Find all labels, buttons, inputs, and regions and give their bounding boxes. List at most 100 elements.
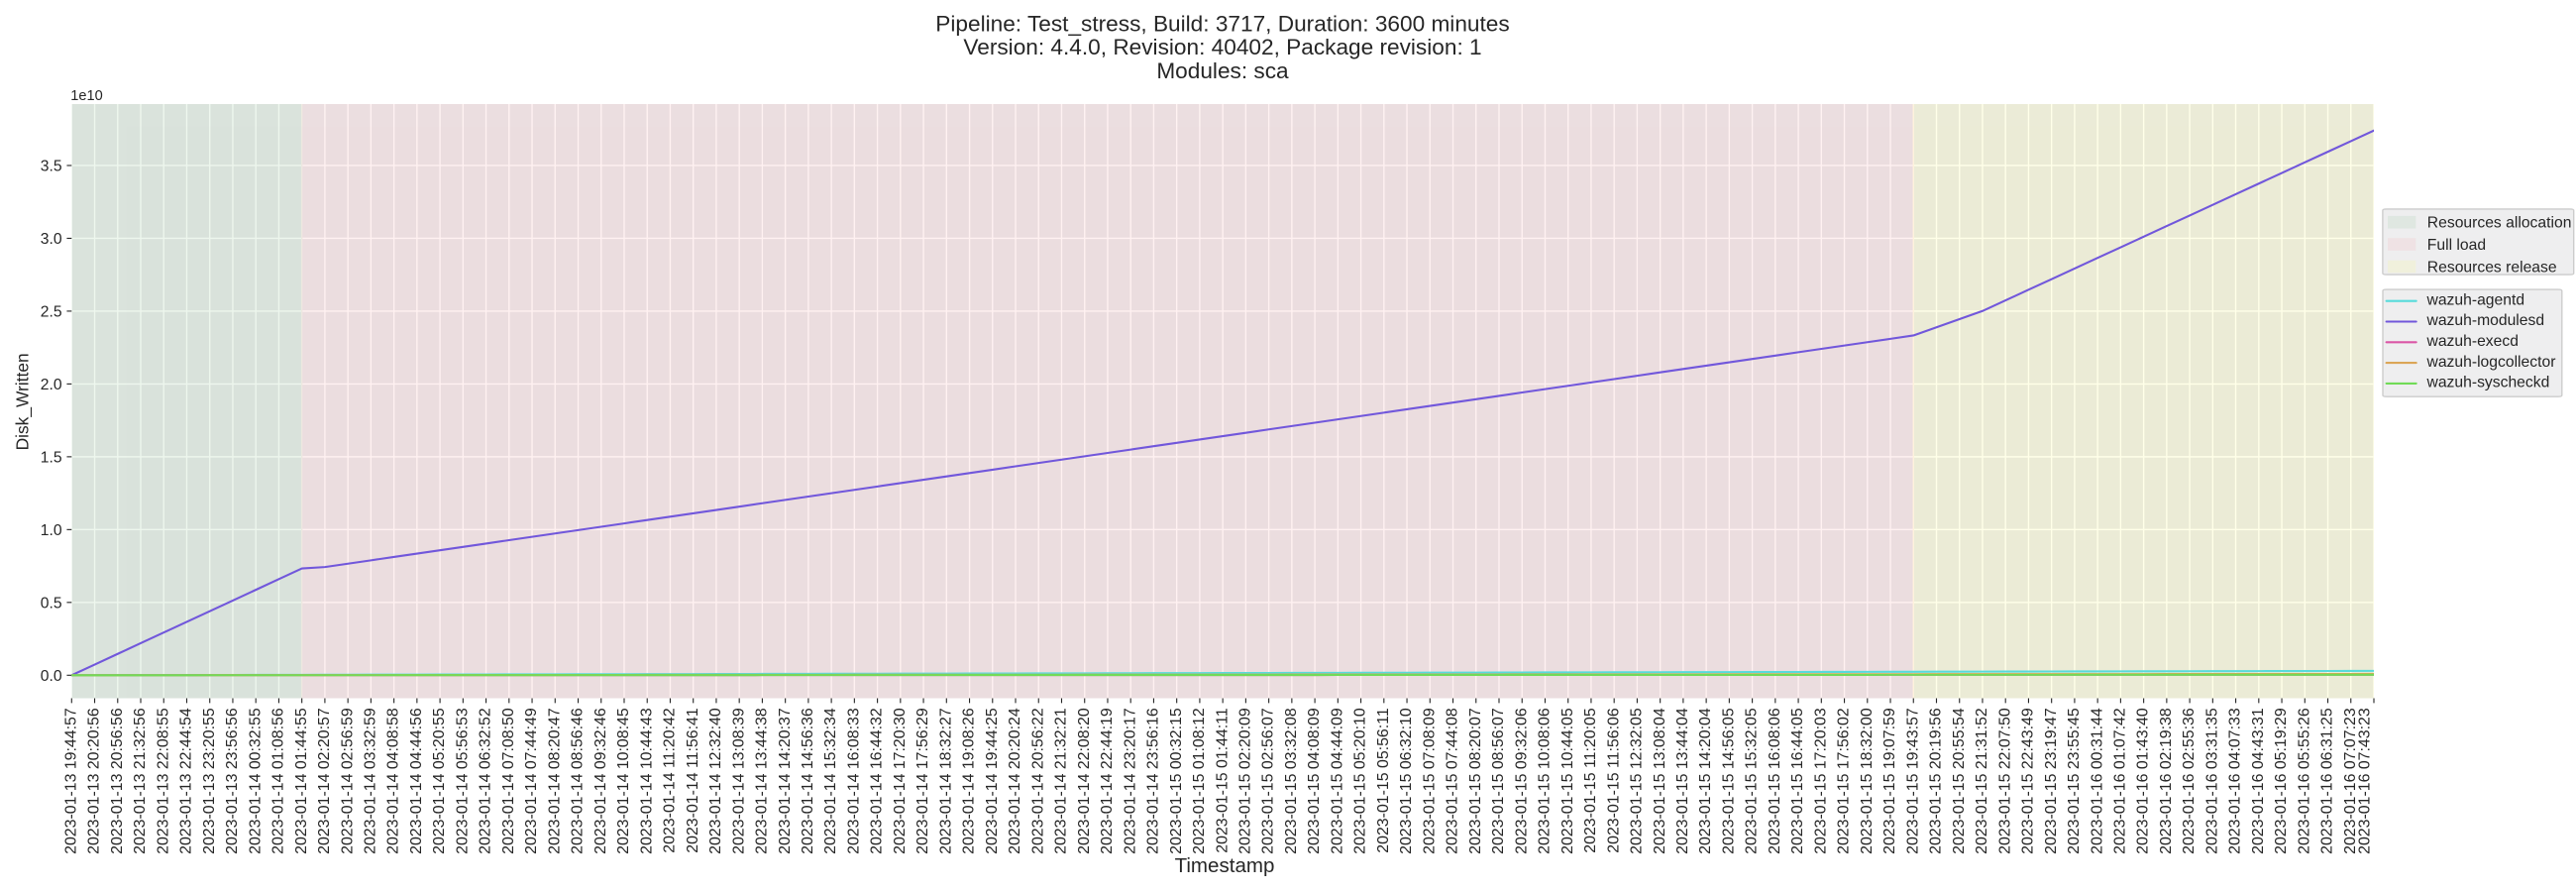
svg-text:2023-01-14 01:08:56: 2023-01-14 01:08:56 <box>270 708 287 854</box>
svg-text:2023-01-14 04:44:56: 2023-01-14 04:44:56 <box>408 708 425 854</box>
svg-text:2023-01-15 20:55:54: 2023-01-15 20:55:54 <box>1951 708 1968 854</box>
svg-text:2023-01-14 16:44:32: 2023-01-14 16:44:32 <box>869 708 886 854</box>
svg-text:2023-01-14 07:08:50: 2023-01-14 07:08:50 <box>500 708 517 854</box>
svg-text:2023-01-16 04:43:31: 2023-01-16 04:43:31 <box>2250 708 2267 854</box>
svg-text:2023-01-14 06:32:52: 2023-01-14 06:32:52 <box>478 708 494 854</box>
svg-text:wazuh-execd: wazuh-execd <box>2426 333 2519 350</box>
svg-text:2023-01-15 23:55:45: 2023-01-15 23:55:45 <box>2066 708 2083 854</box>
svg-text:2023-01-16 06:31:25: 2023-01-16 06:31:25 <box>2319 708 2336 854</box>
svg-text:1.0: 1.0 <box>41 522 62 539</box>
svg-text:2023-01-13 20:20:56: 2023-01-13 20:20:56 <box>86 708 103 854</box>
svg-text:2023-01-14 11:20:42: 2023-01-14 11:20:42 <box>662 708 679 853</box>
svg-text:2023-01-14 00:32:55: 2023-01-14 00:32:55 <box>247 708 264 854</box>
svg-text:2023-01-15 01:08:12: 2023-01-15 01:08:12 <box>1191 708 1208 854</box>
svg-text:2023-01-15 19:07:59: 2023-01-15 19:07:59 <box>1881 708 1898 854</box>
svg-text:Modules: sca: Modules: sca <box>1156 58 1289 83</box>
svg-text:Disk_Written: Disk_Written <box>13 353 33 450</box>
svg-text:Resources release: Resources release <box>2427 259 2557 276</box>
svg-text:2023-01-13 23:56:56: 2023-01-13 23:56:56 <box>224 708 241 854</box>
svg-text:2023-01-15 13:44:04: 2023-01-15 13:44:04 <box>1674 708 1691 854</box>
svg-text:0.0: 0.0 <box>41 668 62 685</box>
svg-text:2023-01-13 23:20:55: 2023-01-13 23:20:55 <box>201 708 218 854</box>
svg-text:2023-01-13 21:32:56: 2023-01-13 21:32:56 <box>132 708 149 854</box>
svg-text:Resources allocation: Resources allocation <box>2427 214 2572 231</box>
svg-text:2023-01-14 09:32:46: 2023-01-14 09:32:46 <box>592 708 609 854</box>
svg-text:2023-01-14 02:56:59: 2023-01-14 02:56:59 <box>339 708 356 854</box>
svg-text:2023-01-15 00:32:15: 2023-01-15 00:32:15 <box>1168 708 1185 854</box>
svg-text:2023-01-15 07:08:09: 2023-01-15 07:08:09 <box>1421 708 1438 854</box>
svg-text:2023-01-15 03:32:08: 2023-01-15 03:32:08 <box>1283 708 1300 854</box>
svg-text:2023-01-16 04:07:33: 2023-01-16 04:07:33 <box>2227 708 2244 854</box>
svg-text:2023-01-14 22:44:19: 2023-01-14 22:44:19 <box>1099 708 1116 854</box>
svg-text:2023-01-14 17:56:29: 2023-01-14 17:56:29 <box>914 708 931 854</box>
svg-text:2023-01-15 04:44:09: 2023-01-15 04:44:09 <box>1329 708 1345 854</box>
svg-text:2023-01-14 22:08:20: 2023-01-14 22:08:20 <box>1076 708 1093 854</box>
svg-text:2023-01-14 03:32:59: 2023-01-14 03:32:59 <box>362 708 378 854</box>
svg-text:2023-01-14 07:44:49: 2023-01-14 07:44:49 <box>523 708 540 854</box>
svg-text:2023-01-14 08:20:47: 2023-01-14 08:20:47 <box>546 708 563 854</box>
svg-text:2023-01-14 16:08:33: 2023-01-14 16:08:33 <box>845 708 862 854</box>
svg-text:1e10: 1e10 <box>70 88 102 104</box>
svg-text:2023-01-14 08:56:46: 2023-01-14 08:56:46 <box>570 708 587 854</box>
svg-text:2023-01-14 05:56:53: 2023-01-14 05:56:53 <box>454 708 471 854</box>
svg-text:2023-01-15 20:19:56: 2023-01-15 20:19:56 <box>1928 708 1945 854</box>
svg-text:2023-01-14 12:32:40: 2023-01-14 12:32:40 <box>707 708 724 854</box>
svg-text:2023-01-15 02:20:09: 2023-01-15 02:20:09 <box>1236 708 1253 854</box>
svg-text:wazuh-syscheckd: wazuh-syscheckd <box>2426 375 2550 391</box>
svg-text:2023-01-14 10:08:45: 2023-01-14 10:08:45 <box>615 708 632 854</box>
svg-text:2023-01-15 23:19:47: 2023-01-15 23:19:47 <box>2043 708 2060 854</box>
svg-text:2023-01-14 14:20:37: 2023-01-14 14:20:37 <box>777 708 794 854</box>
svg-text:2023-01-16 03:31:35: 2023-01-16 03:31:35 <box>2203 708 2220 854</box>
svg-text:2023-01-15 14:56:05: 2023-01-15 14:56:05 <box>1720 708 1737 854</box>
svg-text:2023-01-15 04:08:09: 2023-01-15 04:08:09 <box>1306 708 1323 854</box>
svg-text:2023-01-16 02:19:38: 2023-01-16 02:19:38 <box>2158 708 2175 854</box>
svg-text:2023-01-15 10:08:06: 2023-01-15 10:08:06 <box>1537 708 1554 854</box>
svg-text:2023-01-15 05:20:10: 2023-01-15 05:20:10 <box>1352 708 1369 854</box>
svg-text:2023-01-15 13:08:04: 2023-01-15 13:08:04 <box>1652 708 1668 854</box>
svg-text:2023-01-15 11:56:06: 2023-01-15 11:56:06 <box>1605 708 1622 853</box>
svg-text:2023-01-14 15:32:34: 2023-01-14 15:32:34 <box>822 708 839 854</box>
svg-text:2023-01-16 01:07:42: 2023-01-16 01:07:42 <box>2112 708 2129 854</box>
svg-text:2023-01-13 20:56:56: 2023-01-13 20:56:56 <box>109 708 126 854</box>
svg-text:2023-01-14 23:20:17: 2023-01-14 23:20:17 <box>1122 708 1138 854</box>
svg-text:2.5: 2.5 <box>41 304 62 321</box>
svg-text:Pipeline: Test_stress, Build:: Pipeline: Test_stress, Build: 3717, Dura… <box>935 12 1509 37</box>
svg-text:2023-01-15 02:56:07: 2023-01-15 02:56:07 <box>1260 708 1277 854</box>
svg-text:2023-01-16 02:55:36: 2023-01-16 02:55:36 <box>2181 708 2198 854</box>
svg-text:2023-01-15 21:31:52: 2023-01-15 21:31:52 <box>1974 708 1990 854</box>
svg-text:2023-01-15 08:20:07: 2023-01-15 08:20:07 <box>1467 708 1484 854</box>
svg-text:2023-01-16 07:43:23: 2023-01-16 07:43:23 <box>2357 708 2374 854</box>
svg-text:0.5: 0.5 <box>41 596 62 613</box>
svg-text:2023-01-15 17:56:02: 2023-01-15 17:56:02 <box>1836 708 1853 854</box>
svg-text:2023-01-15 17:20:03: 2023-01-15 17:20:03 <box>1812 708 1829 854</box>
svg-text:2023-01-15 22:07:50: 2023-01-15 22:07:50 <box>1996 708 2013 854</box>
svg-text:2023-01-15 08:56:07: 2023-01-15 08:56:07 <box>1490 708 1507 854</box>
svg-text:2023-01-14 14:56:36: 2023-01-14 14:56:36 <box>800 708 816 854</box>
svg-text:2023-01-14 20:20:24: 2023-01-14 20:20:24 <box>1007 708 1023 854</box>
svg-text:2023-01-15 15:32:05: 2023-01-15 15:32:05 <box>1744 708 1761 854</box>
svg-text:2023-01-14 02:20:57: 2023-01-14 02:20:57 <box>316 708 333 854</box>
svg-text:2023-01-13 22:44:54: 2023-01-13 22:44:54 <box>178 708 195 854</box>
svg-text:3.0: 3.0 <box>41 231 62 248</box>
svg-text:2023-01-15 07:44:08: 2023-01-15 07:44:08 <box>1445 708 1461 854</box>
svg-text:wazuh-logcollector: wazuh-logcollector <box>2426 354 2556 371</box>
svg-text:2023-01-14 05:20:55: 2023-01-14 05:20:55 <box>431 708 448 854</box>
svg-text:2023-01-14 01:44:55: 2023-01-14 01:44:55 <box>293 708 310 854</box>
svg-text:2023-01-15 12:32:05: 2023-01-15 12:32:05 <box>1629 708 1646 854</box>
svg-text:2023-01-16 07:07:23: 2023-01-16 07:07:23 <box>2342 708 2359 854</box>
svg-text:wazuh-agentd: wazuh-agentd <box>2426 291 2525 308</box>
svg-text:2023-01-16 05:55:26: 2023-01-16 05:55:26 <box>2296 708 2312 854</box>
svg-text:2023-01-15 09:32:06: 2023-01-15 09:32:06 <box>1513 708 1530 854</box>
svg-text:2023-01-14 13:44:38: 2023-01-14 13:44:38 <box>754 708 771 854</box>
svg-text:2023-01-14 17:20:30: 2023-01-14 17:20:30 <box>892 708 909 854</box>
svg-text:2023-01-14 19:08:26: 2023-01-14 19:08:26 <box>961 708 978 854</box>
svg-text:2023-01-15 18:32:00: 2023-01-15 18:32:00 <box>1859 708 1876 854</box>
svg-text:Full load: Full load <box>2427 237 2486 254</box>
svg-text:2023-01-14 19:44:25: 2023-01-14 19:44:25 <box>984 708 1001 854</box>
svg-text:2023-01-14 13:08:39: 2023-01-14 13:08:39 <box>730 708 747 854</box>
svg-text:2023-01-14 23:56:16: 2023-01-14 23:56:16 <box>1145 708 1162 854</box>
svg-text:2023-01-15 05:56:11: 2023-01-15 05:56:11 <box>1375 708 1392 853</box>
svg-text:wazuh-modulesd: wazuh-modulesd <box>2426 312 2545 329</box>
svg-text:2023-01-16 00:31:44: 2023-01-16 00:31:44 <box>2089 708 2105 854</box>
svg-text:2023-01-15 14:20:04: 2023-01-15 14:20:04 <box>1697 708 1714 854</box>
